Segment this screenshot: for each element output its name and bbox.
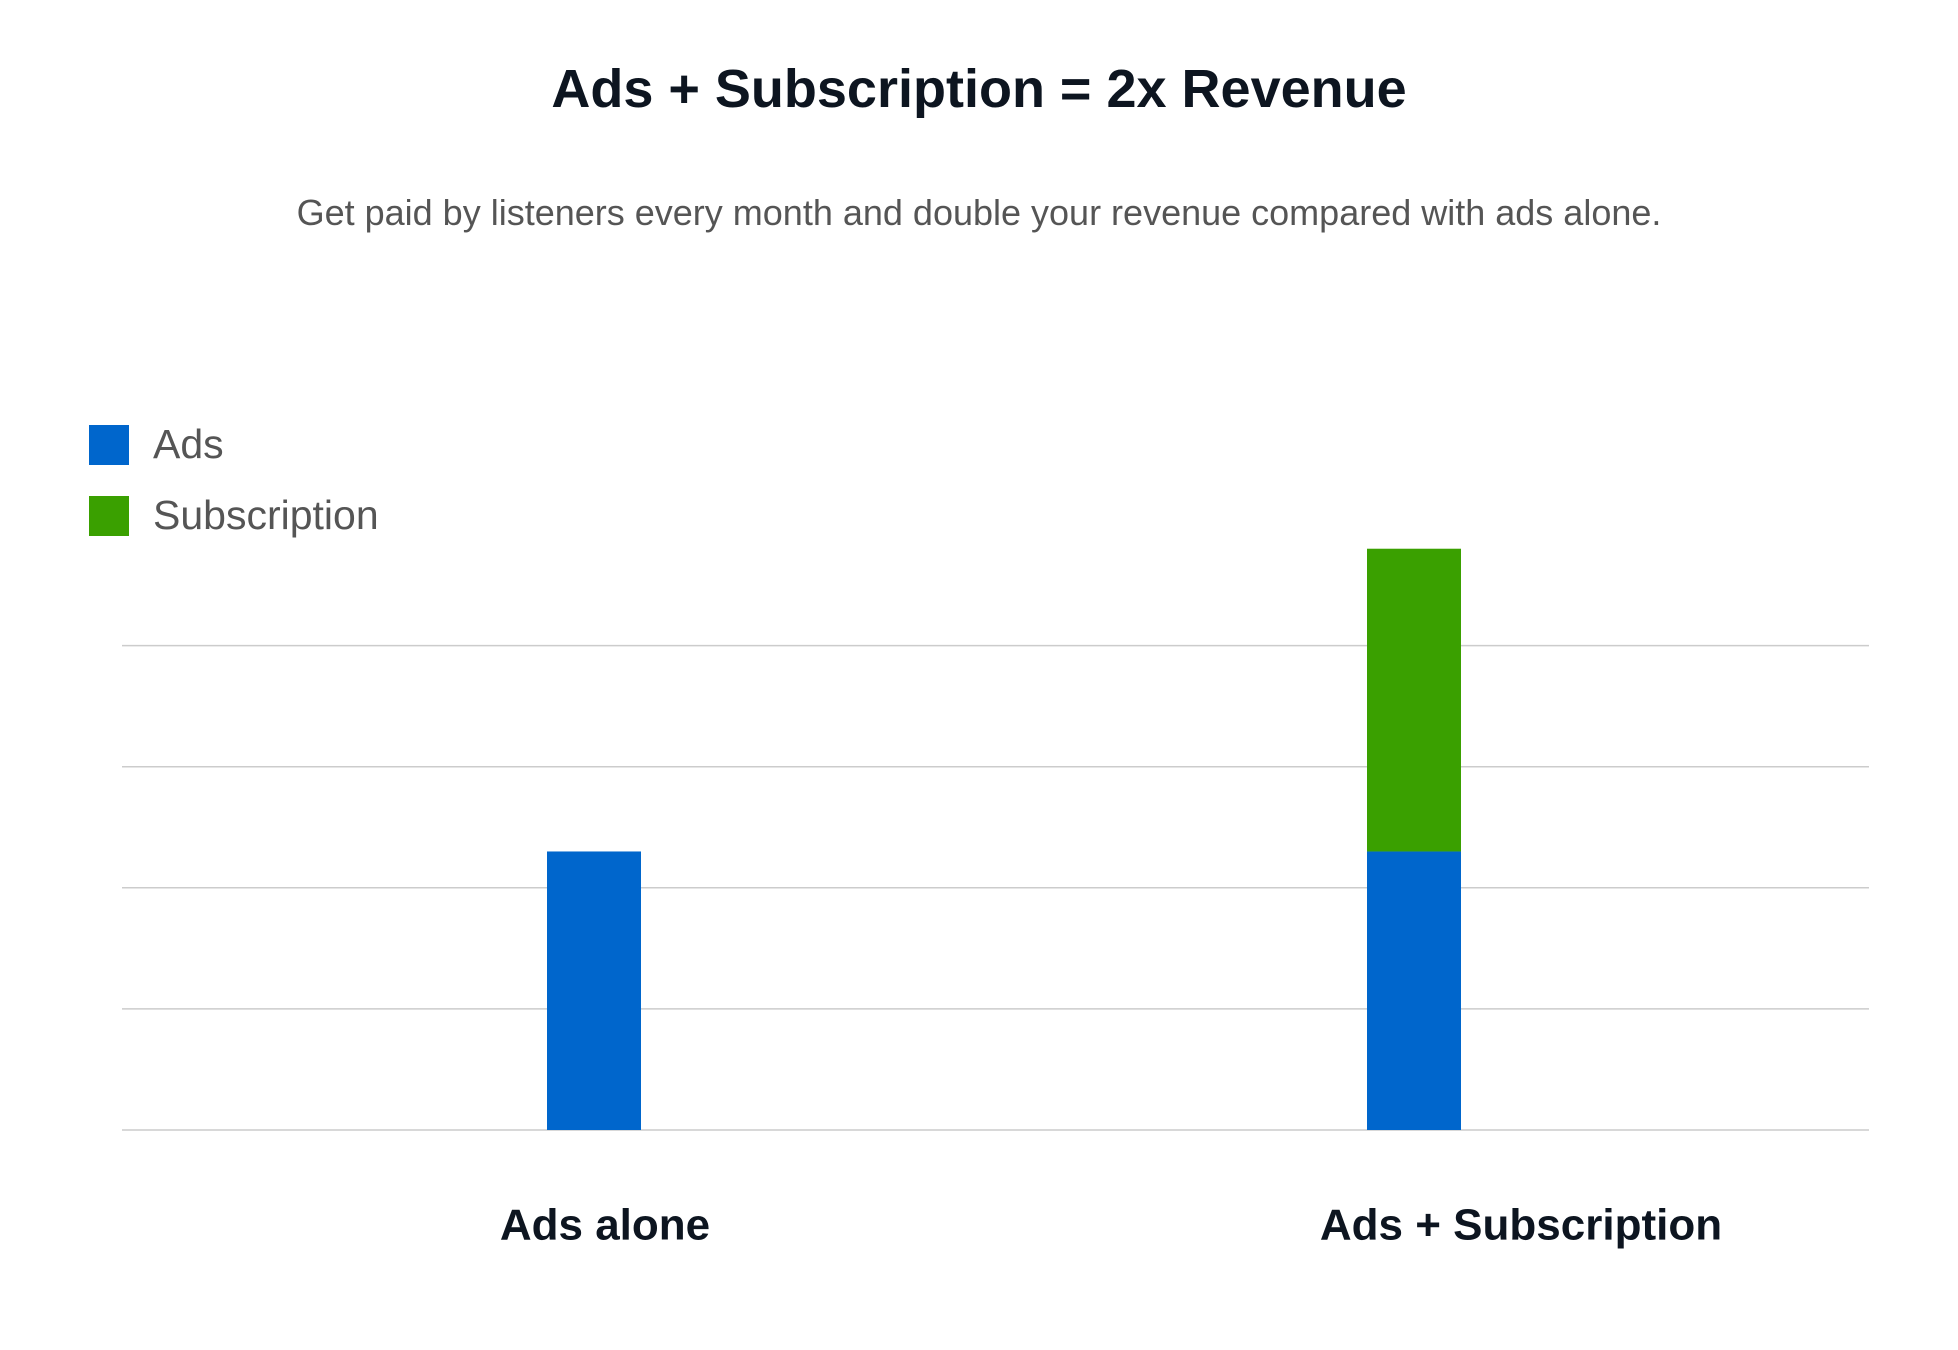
bar-segment — [1367, 851, 1461, 1130]
legend-label: Ads — [153, 421, 224, 467]
legend-label: Subscription — [153, 492, 379, 538]
x-tick-label: Ads + Subscription — [1320, 1201, 1722, 1250]
legend-swatch — [89, 425, 129, 465]
bar-segment — [547, 851, 641, 1130]
chart-subtitle: Get paid by listeners every month and do… — [296, 192, 1662, 233]
bar-segment — [1367, 548, 1461, 852]
legend-swatch — [89, 496, 129, 536]
x-tick-label: Ads alone — [500, 1201, 710, 1250]
chart-title: Ads + Subscription = 2x Revenue — [551, 59, 1407, 119]
